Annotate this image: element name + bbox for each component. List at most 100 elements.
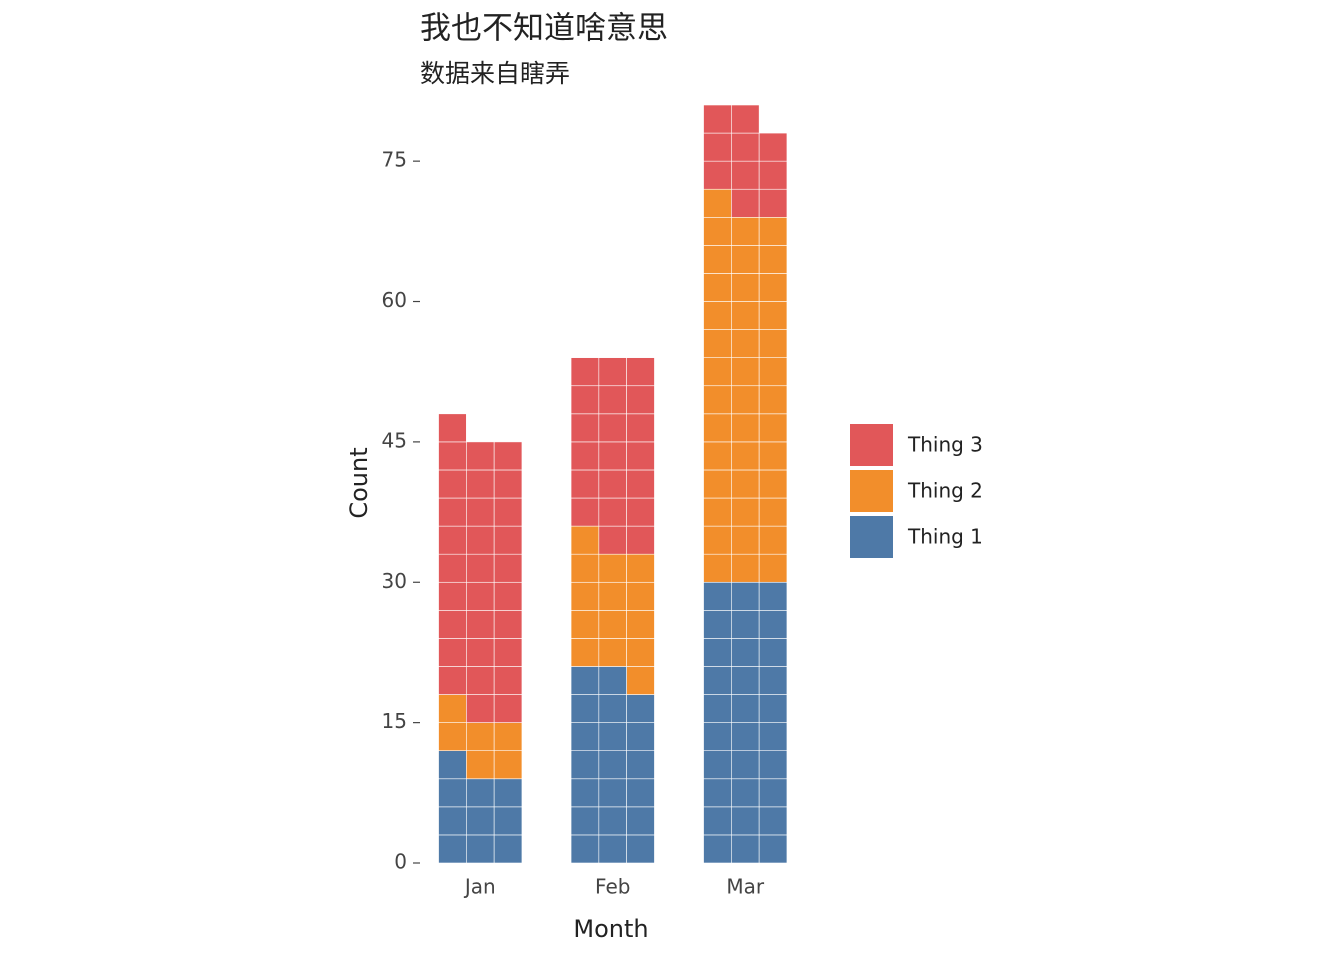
- waffle-cell: [703, 329, 732, 358]
- y-tick-label: 0: [394, 850, 407, 874]
- waffle-cell: [703, 357, 732, 387]
- waffle-cell: [758, 834, 788, 864]
- waffle-cell: [703, 834, 732, 864]
- waffle-cell: [703, 160, 732, 190]
- waffle-cell: [570, 694, 600, 723]
- waffle-cell: [438, 413, 467, 443]
- waffle-cell: [438, 778, 467, 808]
- waffle-cell: [731, 525, 760, 555]
- waffle-cell: [731, 834, 760, 864]
- waffle-cell: [466, 722, 495, 752]
- waffle-cell: [438, 666, 467, 695]
- waffle-cell: [493, 806, 523, 836]
- waffle-cell: [570, 525, 600, 555]
- waffle-cell: [758, 638, 788, 667]
- legend-label: Thing 3: [907, 433, 983, 457]
- waffle-cell: [758, 301, 788, 330]
- waffle-cell: [758, 750, 788, 780]
- waffle-cell: [758, 357, 788, 387]
- waffle-cell: [598, 638, 627, 667]
- waffle-cell: [438, 581, 467, 611]
- waffle-cell: [731, 357, 760, 387]
- legend-label: Thing 1: [907, 525, 983, 549]
- waffle-cell: [731, 722, 760, 752]
- waffle-cell: [703, 497, 732, 527]
- waffle-cell: [758, 497, 788, 527]
- y-tick-label: 30: [382, 569, 407, 593]
- waffle-cell: [466, 469, 495, 499]
- waffle-cell: [466, 834, 495, 864]
- waffle-cell: [626, 553, 655, 583]
- waffle-cell: [493, 750, 523, 780]
- waffle-cell: [493, 778, 523, 808]
- waffle-cell: [758, 441, 788, 471]
- waffle-cell: [703, 216, 732, 246]
- waffle-cell: [626, 806, 655, 836]
- waffle-cell: [438, 610, 467, 639]
- waffle-cell: [758, 778, 788, 808]
- waffle-cell: [758, 329, 788, 358]
- legend-swatch: [850, 424, 893, 466]
- waffle-cell: [703, 413, 732, 443]
- waffle-cell: [570, 413, 600, 443]
- waffle-cell: [570, 610, 600, 639]
- waffle-cell: [758, 188, 788, 218]
- waffle-cell: [493, 469, 523, 499]
- waffle-cell: [703, 525, 732, 555]
- waffle-cell: [731, 553, 760, 583]
- waffle-cell: [703, 750, 732, 780]
- legend-label: Thing 2: [907, 479, 983, 503]
- waffle-cell: [493, 834, 523, 864]
- waffle-cell: [438, 638, 467, 667]
- waffle-cell: [438, 694, 467, 723]
- waffle-cell: [758, 694, 788, 723]
- waffle-cell: [758, 413, 788, 443]
- waffle-cell: [758, 553, 788, 583]
- waffle-cell: [703, 441, 732, 471]
- y-tick-label: 75: [382, 148, 407, 172]
- waffle-cell: [626, 694, 655, 723]
- waffle-cell: [493, 441, 523, 471]
- chart-subtitle: 数据来自瞎弄: [420, 59, 570, 88]
- waffle-cell: [731, 778, 760, 808]
- waffle-cell: [731, 497, 760, 527]
- y-tick-label: 15: [382, 709, 407, 733]
- waffle-cell: [570, 834, 600, 864]
- waffle-cell: [466, 610, 495, 639]
- waffle-cell: [758, 666, 788, 695]
- waffle-cell: [703, 778, 732, 808]
- waffle-cell: [731, 441, 760, 471]
- waffle-cell: [466, 638, 495, 667]
- waffle-cell: [731, 694, 760, 723]
- waffle-cell: [570, 441, 600, 471]
- waffle-cell: [493, 610, 523, 639]
- waffle-cell: [598, 469, 627, 499]
- waffle-cell: [598, 581, 627, 611]
- waffle-cell: [466, 441, 495, 471]
- waffle-cell: [598, 357, 627, 387]
- waffle-cell: [731, 216, 760, 246]
- waffle-cell: [598, 413, 627, 443]
- waffle-cell: [438, 469, 467, 499]
- waffle-cell: [731, 329, 760, 358]
- waffle-cell: [598, 834, 627, 864]
- waffle-cell: [626, 413, 655, 443]
- waffle-cell: [598, 694, 627, 723]
- waffle-cell: [626, 610, 655, 639]
- y-tick-label: 45: [382, 428, 407, 452]
- waffle-cell: [731, 104, 760, 134]
- waffle-cell: [570, 357, 600, 387]
- waffle-cell: [570, 638, 600, 667]
- waffle-cell: [703, 610, 732, 639]
- waffle-cell: [731, 638, 760, 667]
- waffle-cell: [703, 385, 732, 415]
- waffle-cell: [466, 806, 495, 836]
- waffle-cell: [758, 581, 788, 611]
- waffle-cell: [493, 638, 523, 667]
- waffle-cell: [758, 216, 788, 246]
- waffle-cell: [758, 525, 788, 555]
- waffle-cell: [493, 694, 523, 723]
- waffle-cell: [598, 610, 627, 639]
- waffle-cell: [626, 357, 655, 387]
